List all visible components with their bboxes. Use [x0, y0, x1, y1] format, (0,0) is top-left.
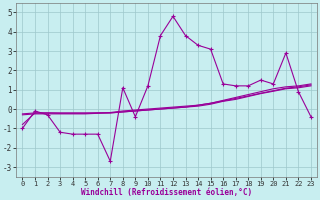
X-axis label: Windchill (Refroidissement éolien,°C): Windchill (Refroidissement éolien,°C)	[81, 188, 252, 197]
